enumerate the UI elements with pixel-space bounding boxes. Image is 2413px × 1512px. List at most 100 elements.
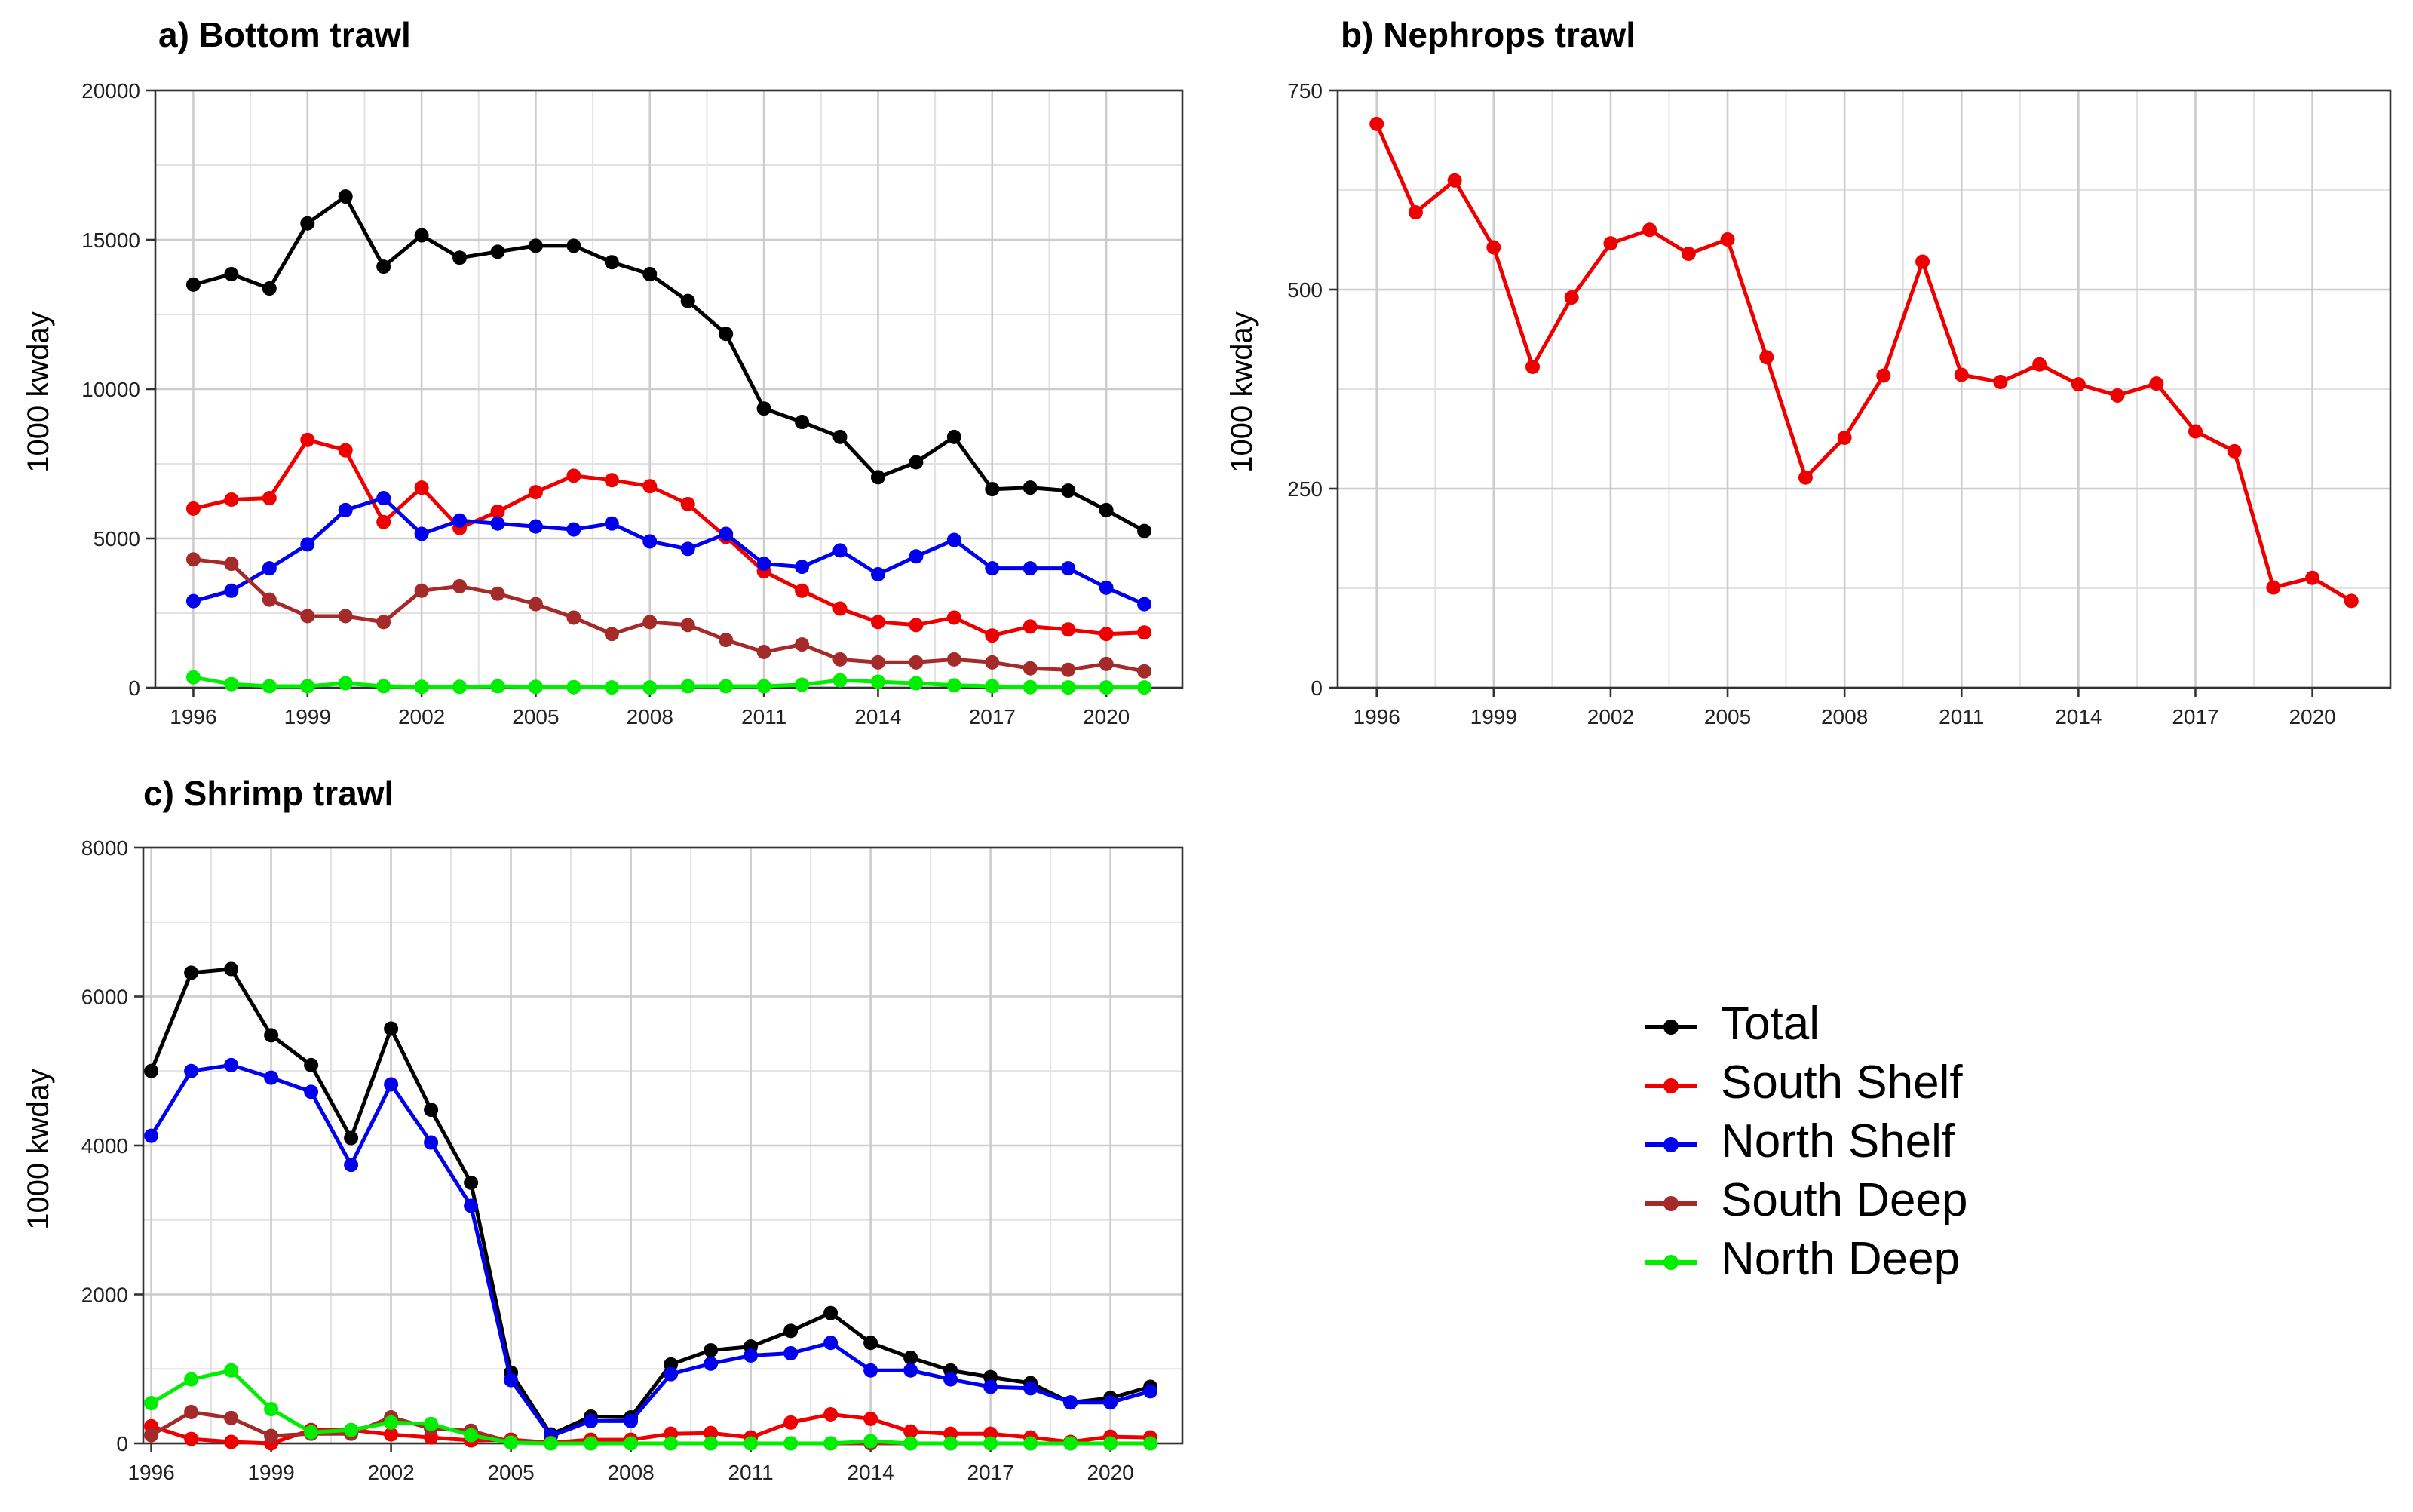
- data-point: [985, 482, 1000, 497]
- data-point: [832, 601, 848, 616]
- x-tick-label: 2011: [741, 705, 786, 728]
- data-point: [943, 1436, 958, 1451]
- data-point: [946, 652, 961, 667]
- data-point: [832, 429, 848, 444]
- data-point: [863, 1336, 878, 1351]
- x-tick-label: 2002: [367, 1461, 414, 1484]
- data-point: [795, 415, 810, 430]
- data-point: [642, 267, 658, 282]
- x-tick-label: 2002: [1587, 705, 1634, 728]
- data-point: [376, 615, 391, 630]
- data-point: [1876, 368, 1891, 383]
- data-point: [903, 1363, 918, 1378]
- data-point: [756, 679, 771, 694]
- data-point: [719, 526, 734, 541]
- series-north-shelf: [144, 1057, 1158, 1443]
- series-line: [149, 967, 1151, 1437]
- data-point: [344, 1130, 359, 1146]
- data-point: [528, 679, 543, 695]
- data-point: [528, 238, 543, 253]
- data-point: [262, 561, 277, 576]
- x-tick-label: 2002: [398, 705, 445, 728]
- x-tick-label: 2020: [1087, 1461, 1133, 1484]
- y-axis: 0 250 500 750: [1287, 79, 1338, 700]
- data-point: [264, 1428, 279, 1443]
- data-point: [1137, 625, 1152, 640]
- data-point: [566, 522, 581, 537]
- data-point: [1915, 254, 1930, 269]
- series-north-shelf: [185, 491, 1152, 612]
- data-point: [756, 644, 771, 659]
- data-point: [1759, 350, 1774, 365]
- data-point: [566, 679, 581, 695]
- data-point: [566, 238, 581, 253]
- data-point: [414, 679, 429, 695]
- data-point: [185, 501, 201, 516]
- legend-label: South Deep: [1721, 1174, 1967, 1226]
- x-tick-label: 2011: [1939, 705, 1984, 728]
- data-point: [528, 519, 543, 534]
- y-tick-label: 0: [128, 676, 140, 700]
- data-point: [414, 228, 429, 243]
- data-point: [2266, 580, 2281, 595]
- data-point: [224, 961, 239, 977]
- data-point: [1099, 502, 1114, 517]
- data-point: [1137, 523, 1152, 538]
- data-point: [1023, 1436, 1038, 1451]
- legend-marker: [1663, 1196, 1679, 1211]
- data-point: [185, 552, 201, 567]
- data-point: [2149, 376, 2164, 391]
- data-point: [823, 1305, 839, 1320]
- data-point: [1061, 680, 1076, 695]
- x-tick-label: 2005: [487, 1461, 534, 1484]
- x-tick-label: 2014: [847, 1461, 894, 1484]
- y-tick-label: 8000: [81, 836, 128, 860]
- data-point: [262, 679, 277, 694]
- data-point: [184, 1372, 199, 1387]
- data-point: [490, 516, 505, 531]
- data-point: [664, 1366, 679, 1382]
- data-point: [1137, 664, 1152, 679]
- data-point: [823, 1436, 839, 1451]
- data-point: [2110, 388, 2125, 403]
- data-point: [719, 327, 734, 342]
- data-point: [1023, 480, 1038, 495]
- data-point: [566, 468, 581, 483]
- data-point: [2032, 357, 2047, 372]
- data-point: [376, 514, 391, 529]
- data-point: [344, 1422, 359, 1437]
- data-point: [144, 1428, 159, 1443]
- data-point: [985, 679, 1000, 694]
- data-point: [144, 1063, 159, 1078]
- data-point: [909, 455, 924, 470]
- data-point: [704, 1425, 719, 1440]
- x-tick-label: 2008: [607, 1461, 654, 1484]
- y-axis-label: 1000 kwday: [22, 311, 55, 472]
- data-point: [1603, 236, 1618, 251]
- data-point: [680, 541, 695, 557]
- x-tick-label: 1999: [247, 1461, 294, 1484]
- data-point: [338, 609, 353, 624]
- data-point: [903, 1436, 918, 1451]
- data-point: [719, 679, 734, 694]
- data-point: [528, 485, 543, 500]
- data-point: [909, 676, 924, 691]
- data-point: [584, 1413, 599, 1428]
- data-point: [1103, 1436, 1118, 1451]
- data-point: [1525, 359, 1541, 374]
- panel-title: a) Bottom trawl: [158, 15, 411, 54]
- data-point: [946, 610, 961, 625]
- series-line: [192, 496, 1145, 606]
- data-point: [664, 1436, 679, 1451]
- x-tick-label: 2017: [967, 1461, 1013, 1484]
- data-point: [909, 618, 924, 633]
- x-axis: 1996 1999 2002 2005 2008 2011 2014 2017 2020: [1354, 688, 2336, 728]
- data-point: [304, 1084, 319, 1099]
- data-point: [744, 1348, 759, 1363]
- data-point: [680, 293, 695, 308]
- panel-title: c) Shrimp trawl: [143, 774, 394, 813]
- data-point: [983, 1436, 998, 1451]
- data-point: [1061, 561, 1076, 576]
- data-point: [823, 1406, 839, 1422]
- legend-marker: [1663, 1137, 1679, 1152]
